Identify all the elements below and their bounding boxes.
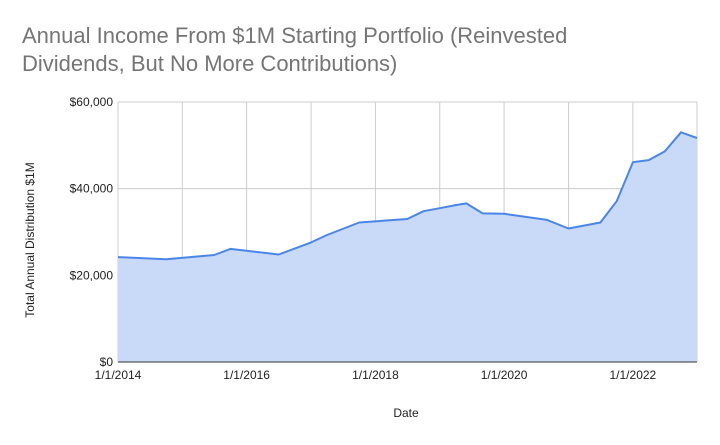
y-axis-title: Total Annual Distribution $1M (23, 162, 37, 317)
x-tick-label: 1/1/2018 (352, 368, 399, 382)
x-tick-label: 1/1/2022 (610, 368, 657, 382)
x-axis-ticks: 1/1/2014 1/1/2016 1/1/2018 1/1/2020 1/1/2022 (95, 368, 657, 382)
chart-title: Annual Income From $1M Starting Portfoli… (22, 22, 682, 78)
chart-title-line-2: Dividends, But No More Contributions) (22, 51, 398, 76)
y-tick-label: $40,000 (70, 182, 114, 196)
x-tick-label: 1/1/2016 (223, 368, 270, 382)
chart-title-line-1: Annual Income From $1M Starting Portfoli… (22, 23, 568, 48)
y-axis-ticks: $0 $20,000 $40,000 $60,000 (70, 95, 114, 369)
y-tick-label: $20,000 (70, 268, 114, 282)
series-line (117, 131, 698, 261)
x-tick-label: 1/1/2020 (481, 368, 528, 382)
y-tick-label: $0 (100, 355, 114, 369)
series-area-fill (118, 132, 697, 362)
y-tick-label: $60,000 (70, 95, 114, 109)
x-axis-title: Date (393, 406, 419, 420)
x-tick-label: 1/1/2014 (95, 368, 142, 382)
